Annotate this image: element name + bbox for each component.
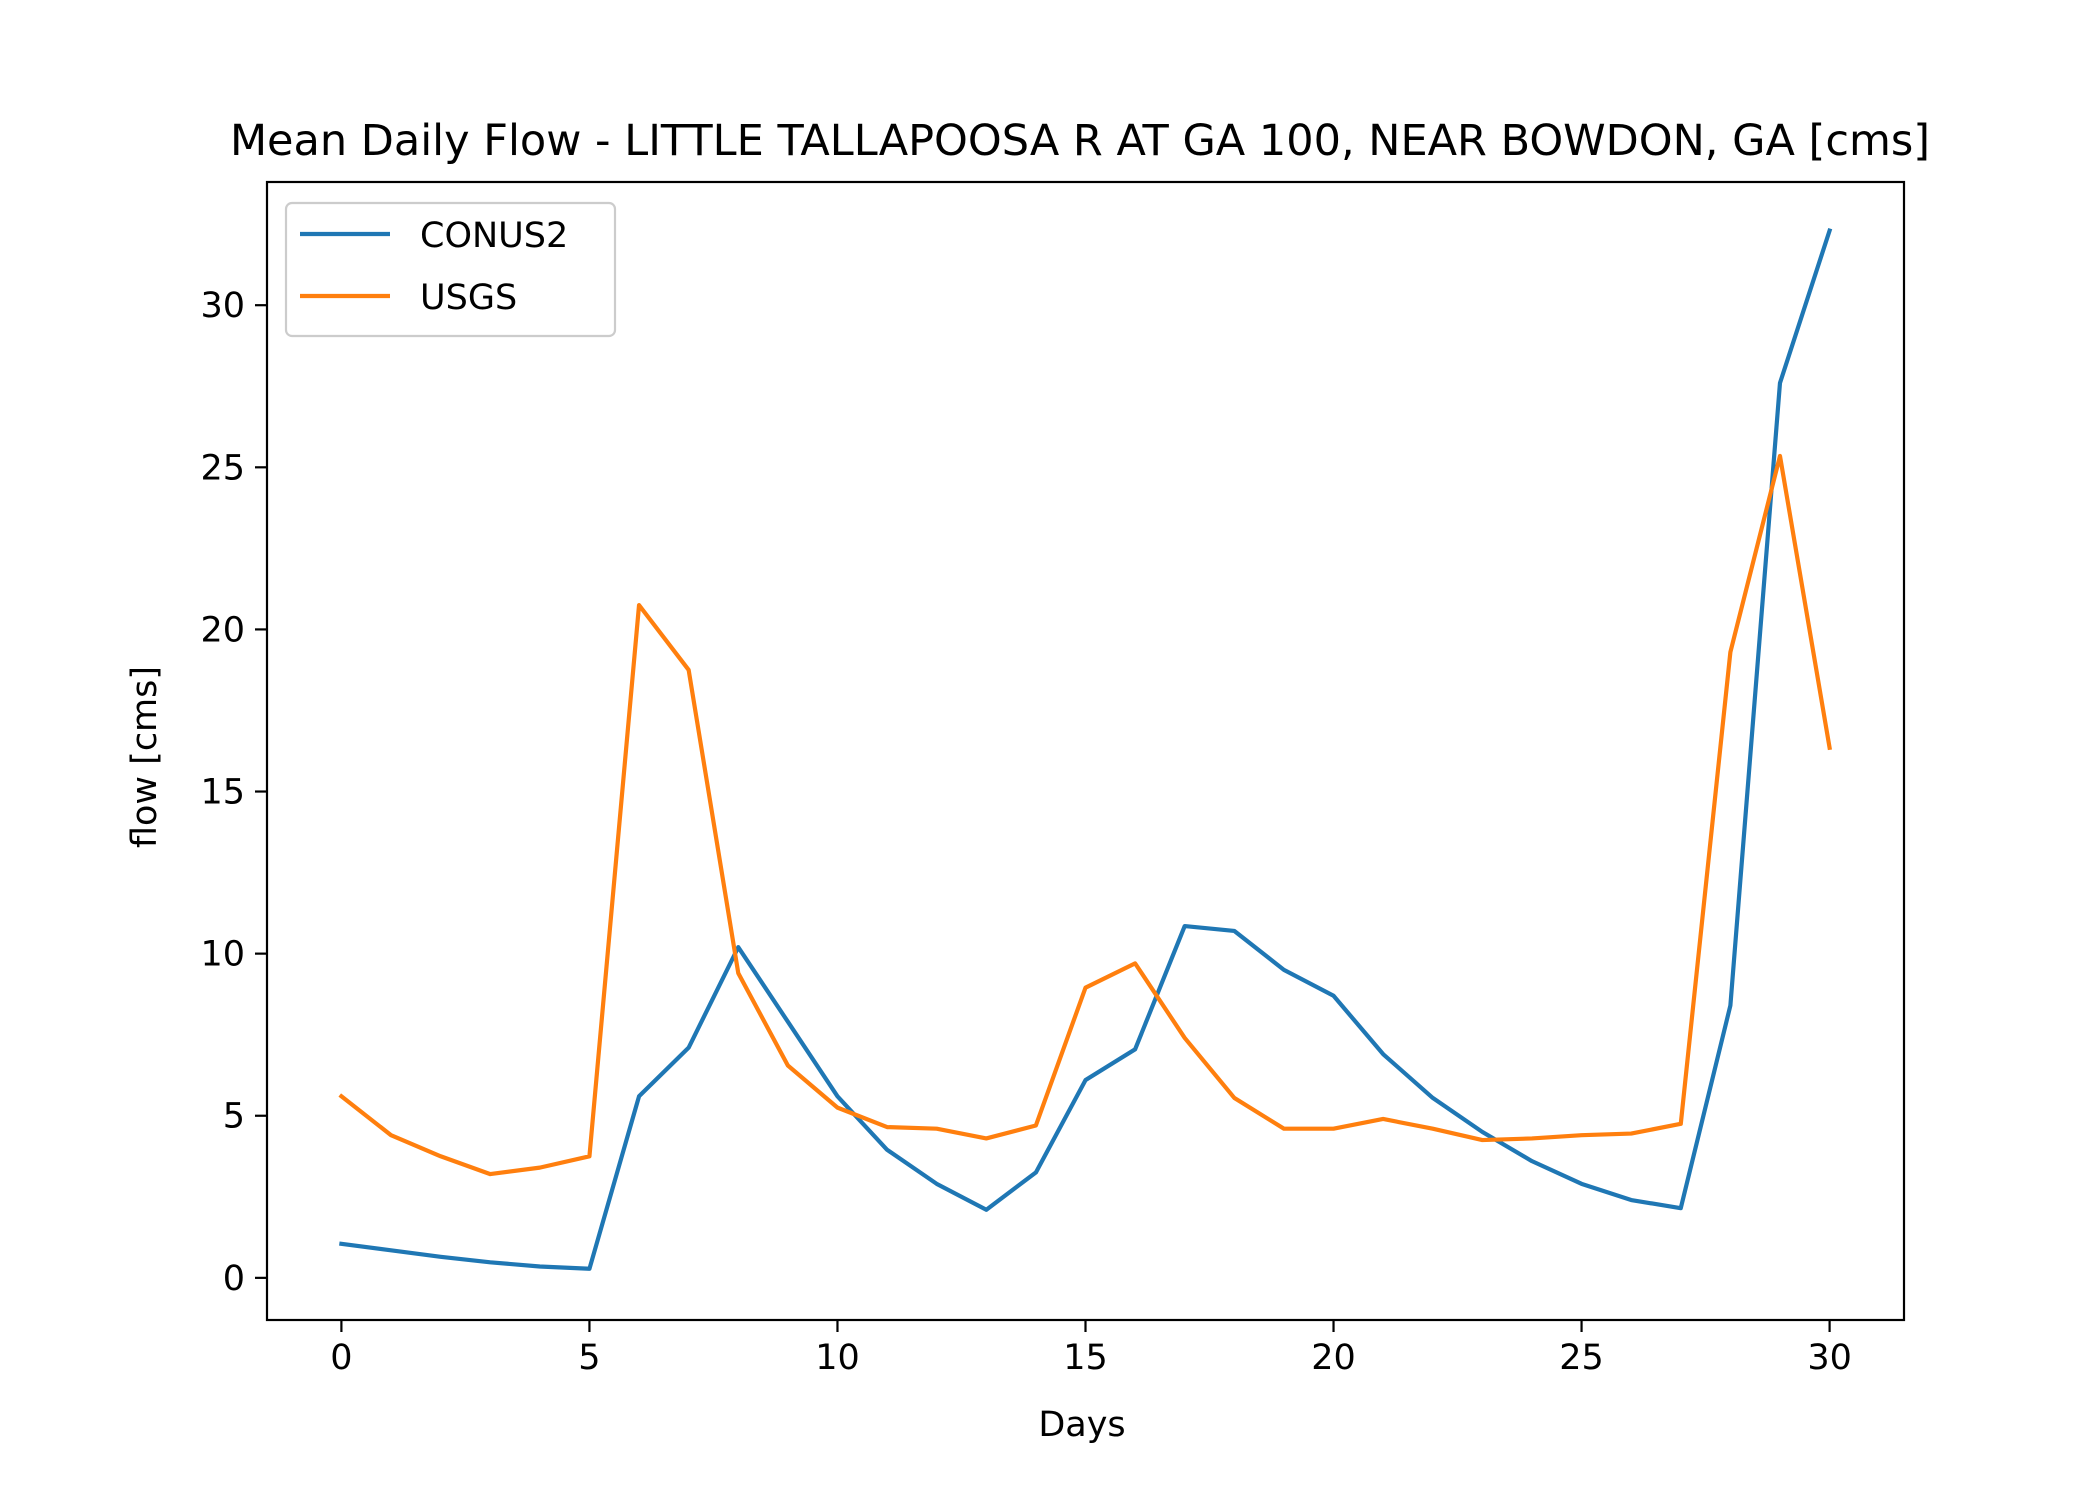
- chart-title: Mean Daily Flow - LITTLE TALLAPOOSA R AT…: [230, 116, 1930, 166]
- x-tick-label: 20: [1311, 1338, 1356, 1378]
- x-tick-label: 15: [1063, 1338, 1108, 1378]
- x-tick-label: 25: [1559, 1338, 1604, 1378]
- y-tick-label: 5: [223, 1097, 245, 1137]
- series-line-conus2: [339, 227, 1833, 1271]
- y-tick-label: 0: [223, 1259, 245, 1299]
- y-tick-label: 30: [200, 286, 245, 326]
- series-lines: [338, 227, 1833, 1271]
- plot-area-frame: [265, 180, 1906, 1322]
- x-axis-label: Days: [1038, 1405, 1125, 1445]
- x-axis-ticks: 0 5 10 15 20 25 30: [330, 1320, 1852, 1378]
- legend: CONUS2 USGS: [284, 201, 617, 338]
- y-axis-ticks: 0 5 10 15 20 25 30: [200, 286, 267, 1299]
- y-tick-label: 10: [200, 935, 245, 975]
- x-tick-label: 10: [815, 1338, 860, 1378]
- x-tick-label: 0: [330, 1338, 352, 1378]
- legend-label-usgs: USGS: [420, 278, 517, 318]
- legend-label-conus2: CONUS2: [420, 216, 568, 256]
- y-tick-label: 15: [200, 773, 245, 813]
- y-tick-label: 25: [200, 448, 245, 488]
- y-axis-label: flow [cms]: [125, 666, 165, 848]
- series-line-usgs: [338, 453, 1833, 1177]
- x-tick-label: 30: [1807, 1338, 1852, 1378]
- y-tick-label: 20: [200, 610, 245, 650]
- legend-frame: [284, 201, 617, 338]
- x-tick-label: 5: [578, 1338, 600, 1378]
